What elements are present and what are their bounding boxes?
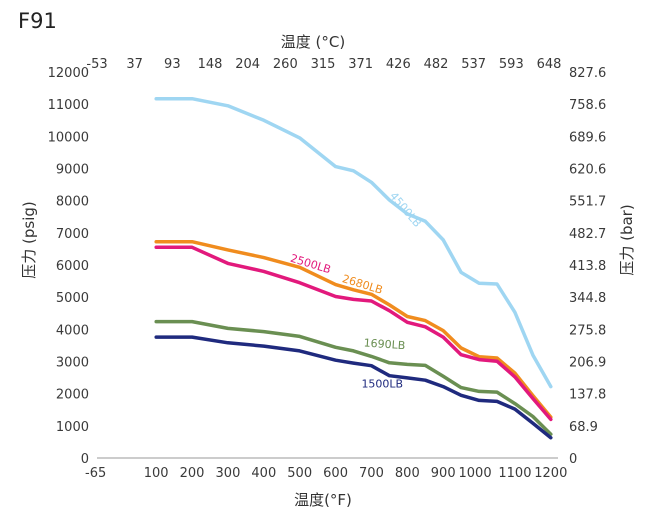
x-tick-label: 1000 [459, 466, 492, 481]
x2-tick-label: 482 [424, 57, 449, 72]
x-tick-label: 900 [431, 466, 456, 481]
x2-tick-label: 93 [164, 57, 181, 72]
x2-tick-label: 204 [235, 57, 260, 72]
x-tick-label: 400 [251, 466, 276, 481]
y-tick-label: 11000 [48, 98, 89, 113]
x2-tick-label: 148 [198, 57, 223, 72]
chart-title: F91 [18, 9, 57, 33]
y-tick-label: 0 [81, 452, 89, 467]
y-tick-label: 1000 [56, 420, 89, 435]
y-tick-labels: 0 1000 2000 3000 4000 5000 6000 7000 8000 9000 100… [48, 66, 89, 467]
y2-tick-label: 551.7 [569, 195, 606, 210]
x2-axis-label: 温度 (°C) [281, 33, 345, 51]
series-lines [154, 96, 553, 440]
series-label-1690lb: 1690LB [363, 336, 405, 352]
y-axis-label: 压力 (psig) [20, 201, 38, 279]
x-tick-label: -65 [85, 466, 106, 481]
y2-axis-label: 压力 (bar) [618, 204, 636, 275]
x2-tick-label: 37 [126, 57, 143, 72]
y-tick-label: 9000 [56, 163, 89, 178]
series-label-1500lb: 1500LB [361, 378, 403, 391]
top-axis-title: 温度 (°C) [281, 33, 345, 51]
y-tick-label: 5000 [56, 291, 89, 306]
x2-tick-label: 260 [273, 57, 298, 72]
x2-tick-label: 315 [311, 57, 336, 72]
y2-tick-label: 0 [569, 452, 577, 467]
y2-tick-label: 344.8 [569, 291, 606, 306]
y-tick-label: 2000 [56, 388, 89, 403]
y2-tick-labels: 0 68.9 137.8 206.9 275.8 344.8 413.8 482.7 551.7… [569, 66, 606, 467]
y-tick-label: 8000 [56, 195, 89, 210]
x2-tick-label: 426 [386, 57, 411, 72]
y2-tick-label: 482.7 [569, 227, 606, 242]
x-tick-label: 500 [287, 466, 312, 481]
x-tick-label: 1200 [534, 466, 567, 481]
series-label-4500lb: 4500LB [387, 190, 424, 230]
x-tick-labels: -65 100 200 300 400 500 600 700 800 900 1000 1100 12… [85, 466, 567, 481]
x2-tick-label: 371 [348, 57, 373, 72]
x-axis-label: 温度(°F) [294, 491, 352, 509]
series-line-1500lb [154, 335, 553, 440]
y-tick-label: 6000 [56, 259, 89, 274]
x-tick-label: 200 [180, 466, 205, 481]
x-tick-label: 100 [144, 466, 169, 481]
x-tick-label: 600 [323, 466, 348, 481]
y2-tick-label: 827.6 [569, 66, 606, 81]
y-tick-label: 12000 [48, 66, 89, 81]
y2-tick-label: 689.6 [569, 130, 606, 145]
x2-tick-label: 537 [461, 57, 486, 72]
x-tick-label: 800 [395, 466, 420, 481]
series-line-2500lb [154, 245, 553, 422]
y-tick-label: 4000 [56, 323, 89, 338]
y2-tick-label: 413.8 [569, 259, 606, 274]
y-tick-label: 3000 [56, 356, 89, 371]
y2-tick-label: 137.8 [569, 388, 606, 403]
x2-tick-labels: -53 37 93 148 204 260 315 371 426 482 537 593 648 [86, 57, 561, 72]
x-tick-label: 300 [216, 466, 241, 481]
y2-tick-label: 275.8 [569, 323, 606, 338]
series-line-1690lb [154, 319, 553, 436]
series-line-4500lb [154, 96, 553, 389]
x2-tick-label: 648 [537, 57, 562, 72]
y-tick-label: 10000 [48, 130, 89, 145]
x2-tick-label: -53 [86, 57, 107, 72]
y2-tick-label: 206.9 [569, 356, 606, 371]
x2-tick-label: 593 [499, 57, 524, 72]
series-line-2680lb [154, 239, 553, 419]
y2-tick-label: 758.6 [569, 98, 606, 113]
x-tick-label: 1100 [498, 466, 531, 481]
y2-tick-label: 68.9 [569, 420, 598, 435]
x-tick-label: 700 [359, 466, 384, 481]
y-tick-label: 7000 [56, 227, 89, 242]
y2-tick-label: 620.6 [569, 163, 606, 178]
